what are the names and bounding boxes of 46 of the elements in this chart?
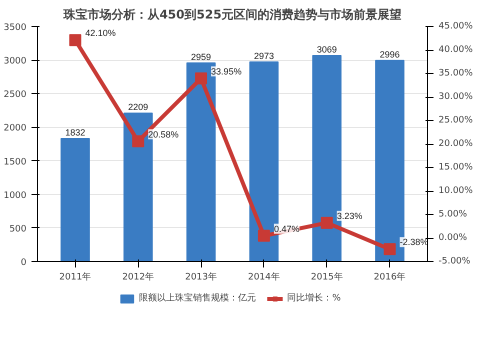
y-tick-label: 3000 <box>4 56 27 67</box>
y-tick-label: 2500 <box>4 90 27 100</box>
data-label: 0.47% <box>274 224 300 234</box>
point <box>320 216 333 229</box>
legend-label: 限额以上珠宝销售规模：亿元 <box>139 292 256 304</box>
y2-tick-label: 45.00% <box>438 22 474 32</box>
data-label: 20.58% <box>148 129 179 140</box>
x-tick-label: 2014年 <box>248 272 280 282</box>
y2-tick-label: 10.00% <box>438 186 474 196</box>
y2-tick-label: 15.00% <box>438 162 474 172</box>
y-tick-label: 0 <box>20 258 27 268</box>
point <box>69 34 82 46</box>
data-label: 42.10% <box>85 28 116 38</box>
point <box>132 135 144 148</box>
data-label: 2209 <box>128 102 148 112</box>
chart-title: 珠宝市场分析：从450到525元区间的消费趋势与市场前景展望 <box>62 8 402 22</box>
y2-tick-label: 40.00% <box>438 45 474 55</box>
y2-tick-label: 25.00% <box>438 116 474 126</box>
x-tick-label: 2011年 <box>59 272 92 282</box>
x-tick-label: 2012年 <box>122 272 154 282</box>
y2-tick-label: 20.00% <box>438 139 474 149</box>
y2-tick-label: 5.00% <box>438 210 468 220</box>
x-tick-label: 2016年 <box>374 272 406 282</box>
point <box>384 243 396 256</box>
y-tick-label: 3500 <box>4 23 27 33</box>
y2-tick-label: 35.00% <box>438 68 474 78</box>
data-label: 3069 <box>316 44 337 54</box>
y-tick-label: 2000 <box>4 124 27 134</box>
y2-tick-label: 30.00% <box>438 92 474 102</box>
data-label: 3.23% <box>336 210 362 221</box>
bar <box>60 138 90 262</box>
data-label: 2996 <box>380 49 400 60</box>
point <box>195 72 208 84</box>
y2-tick-label: 0.00% <box>438 233 468 243</box>
y-tick-label: 1000 <box>4 190 27 201</box>
legend-label: 同比增长：% <box>287 292 341 304</box>
y2-tick-label: -5.00% <box>438 256 471 266</box>
point <box>258 230 270 242</box>
data-label: 2973 <box>254 50 274 61</box>
x-tick-label: 2013年 <box>185 272 217 282</box>
x-tick-label: 2015年 <box>310 272 343 282</box>
y-tick-label: 500 <box>9 224 27 234</box>
y-tick-label: 1500 <box>4 157 27 168</box>
data-label: 33.95% <box>211 66 242 76</box>
data-label: 2959 <box>191 52 212 62</box>
data-label: 1832 <box>65 127 86 138</box>
